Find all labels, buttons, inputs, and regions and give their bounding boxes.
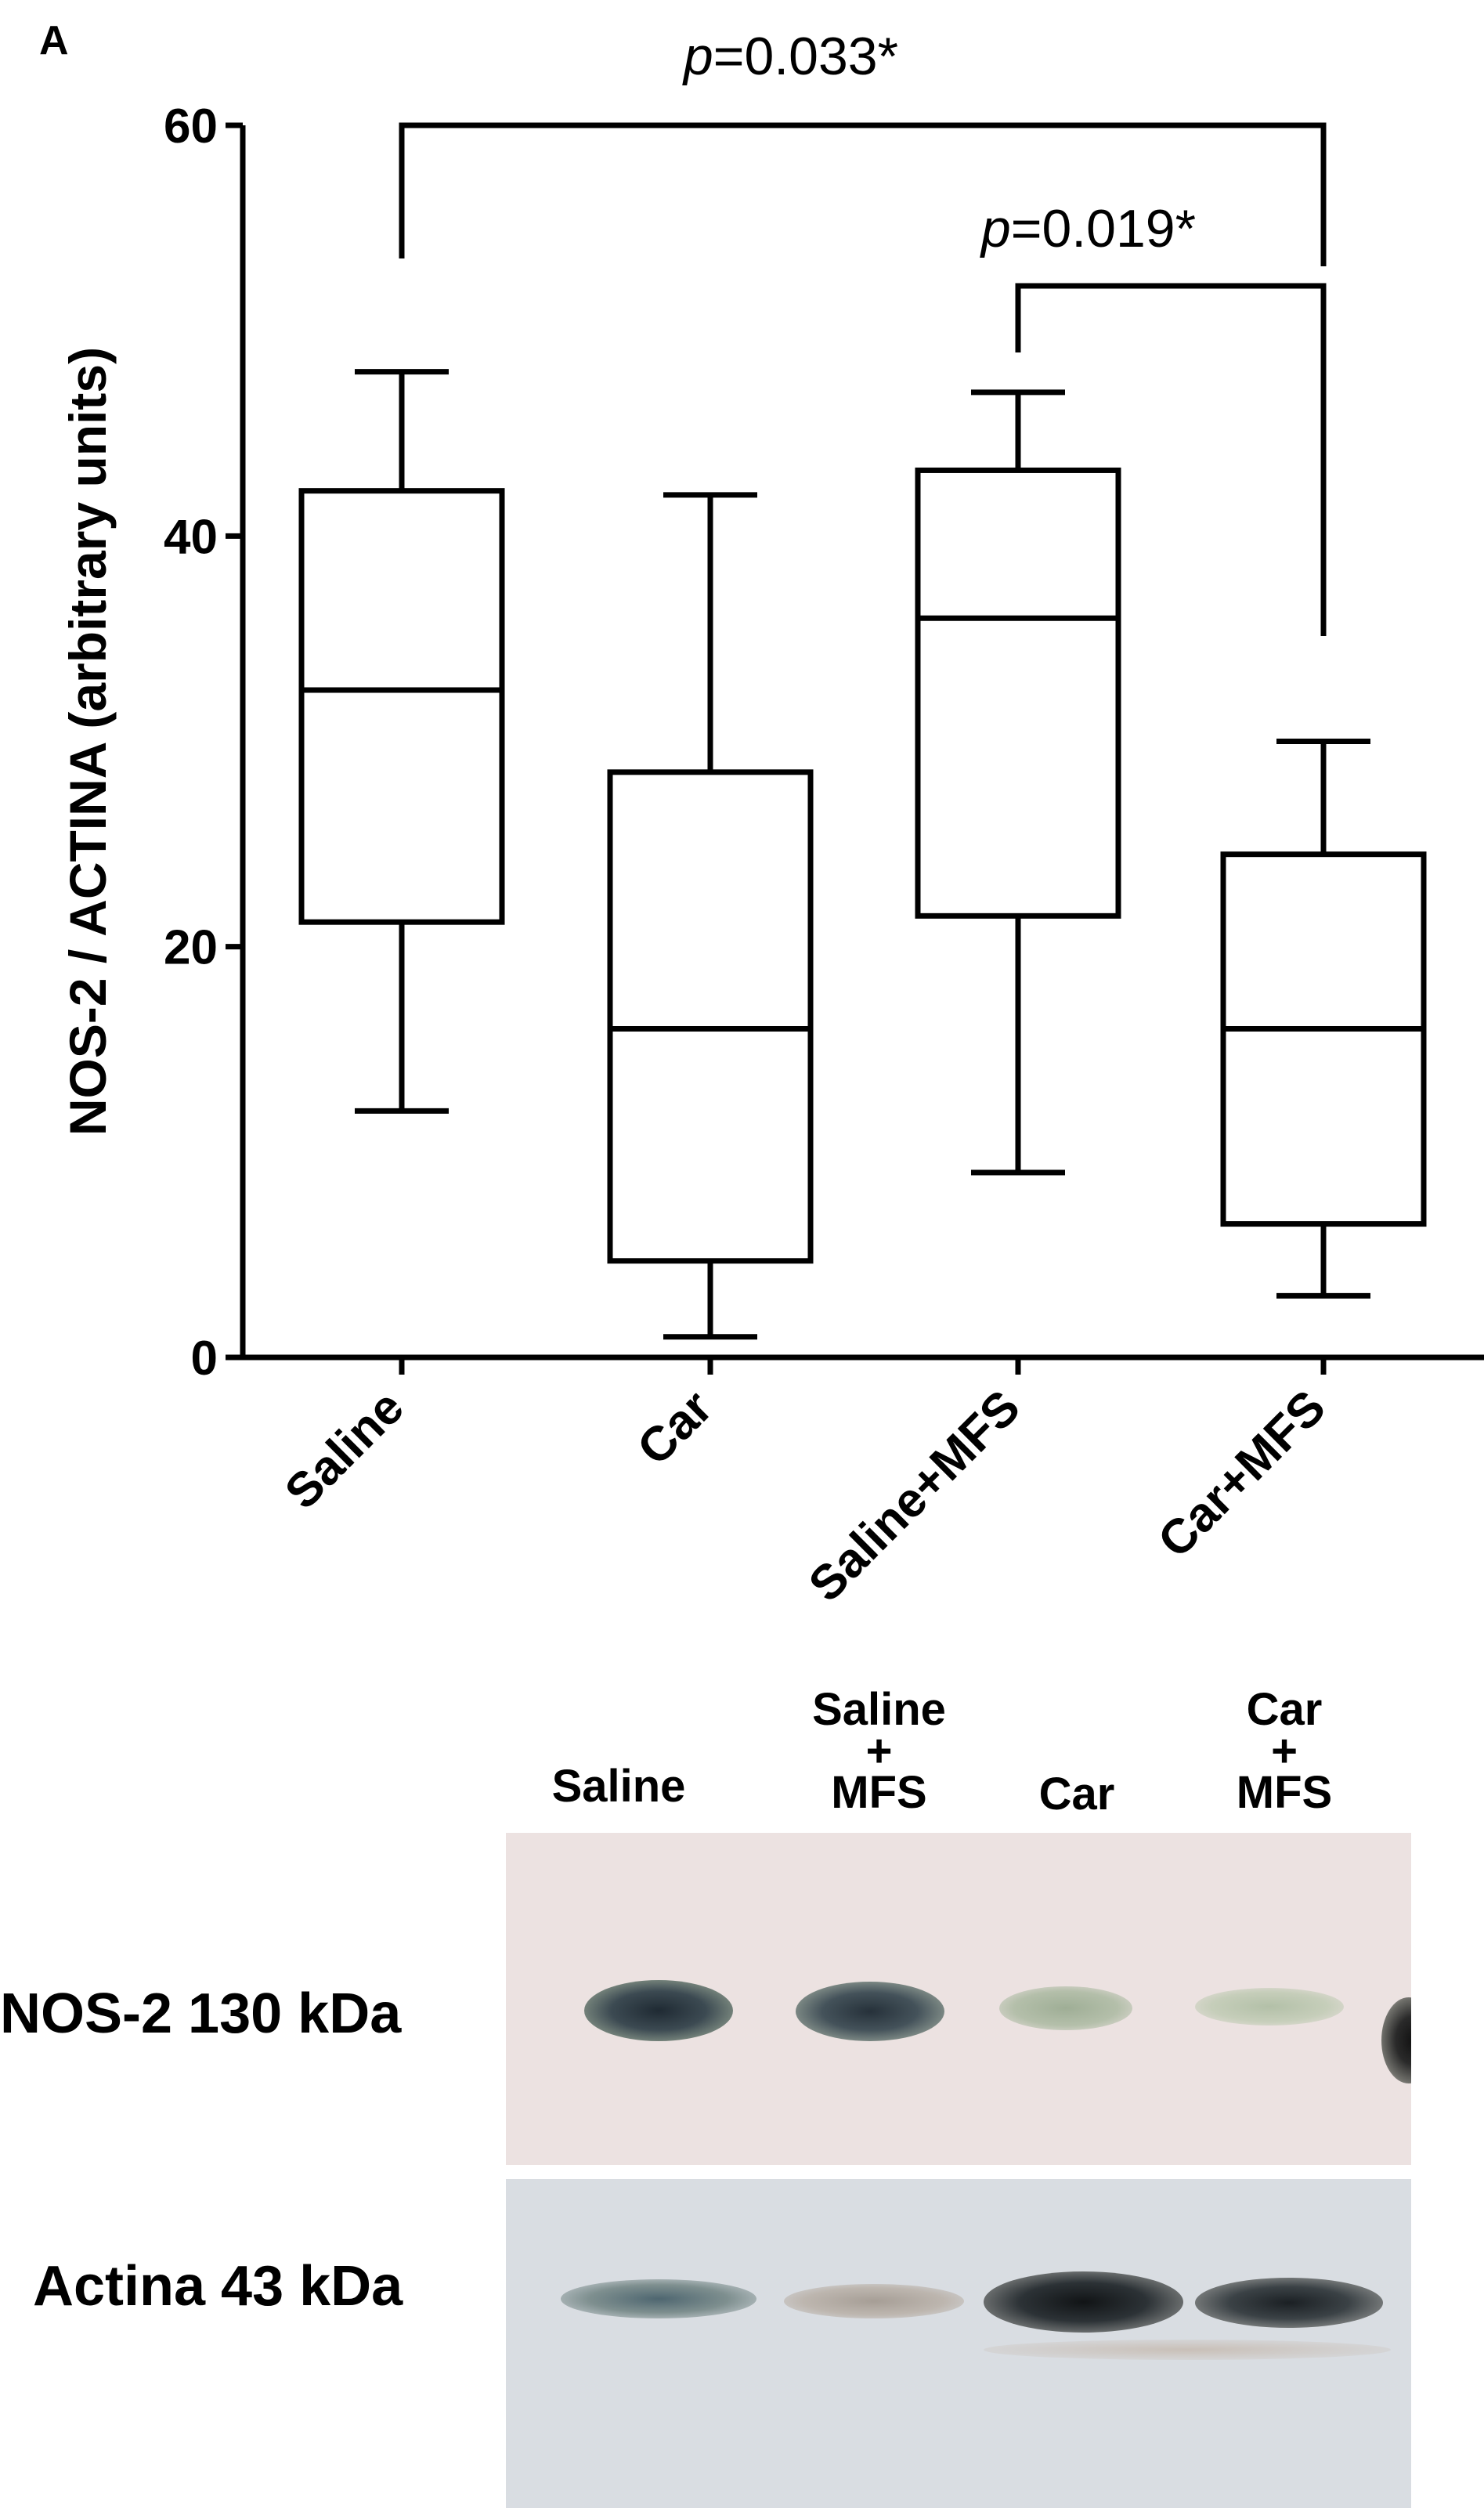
actin-blot-image <box>506 2179 1411 2508</box>
p-value: =0.033* <box>713 27 898 86</box>
lane-line: + <box>865 1726 893 1776</box>
nos2-band-car-mfs <box>1195 1988 1344 2026</box>
significance-bracket <box>399 122 1327 266</box>
actin-band-saline <box>561 2279 756 2318</box>
blot-lane-header-car-mfs: Car + MFS <box>1190 1684 1378 1819</box>
actin-band-saline-mfs <box>784 2284 964 2318</box>
box-iqr <box>915 467 1121 919</box>
significance-label: p=0.033* <box>682 27 898 86</box>
nos2-band-car <box>999 1986 1132 2030</box>
lane-line: MFS <box>1236 1767 1333 1818</box>
box-iqr <box>607 769 814 1264</box>
lane-line: Car <box>1038 1769 1115 1820</box>
lane-line: + <box>1271 1726 1298 1776</box>
y-tick-label: 60 <box>164 99 218 154</box>
lane-line: Car <box>1246 1684 1323 1735</box>
lane-line: Saline <box>551 1761 686 1812</box>
nos2-band-saline-mfs <box>796 1982 944 2041</box>
blot-row-label-nos2: NOS-2 130 kDa <box>0 1982 402 2045</box>
blot-lane-header-car: Car <box>1010 1769 1143 1820</box>
x-category-label: Car <box>627 1380 723 1476</box>
actin-band-car <box>984 2271 1183 2333</box>
p-symbol: p <box>980 199 1011 258</box>
lane-line: MFS <box>831 1767 927 1818</box>
y-tick-label: 20 <box>164 921 218 975</box>
y-axis-title: NOS-2 / ACTINA (arbitrary units) <box>59 347 117 1136</box>
x-category-label: Car+MFS <box>1148 1380 1336 1568</box>
significance-label: p=0.019* <box>980 199 1196 258</box>
p-value: =0.019* <box>1011 199 1196 258</box>
actin-faint-band <box>984 2340 1391 2360</box>
blot-lane-header-saline-mfs: Saline + MFS <box>783 1684 975 1819</box>
blot-row-label-actina: Actina 43 kDa <box>33 2255 403 2318</box>
x-category-label: Saline+MFS <box>799 1380 1031 1612</box>
box-iqr <box>1220 851 1427 1227</box>
y-tick-label: 40 <box>164 510 218 564</box>
panel-letter: A <box>39 18 69 63</box>
nos2-band-saline <box>584 1980 733 2041</box>
box-plot-chart: 0 20 40 60 NOS-2 / ACTINA (arbitrary units) S… <box>59 27 1484 1612</box>
p-symbol: p <box>682 27 713 86</box>
nos2-band-edge <box>1381 1997 1411 2083</box>
significance-bracket <box>1015 283 1327 636</box>
lane-line: Saline <box>812 1684 946 1735</box>
box-iqr <box>298 488 505 925</box>
nos2-blot-image <box>506 1833 1411 2165</box>
blot-lane-header-saline: Saline <box>529 1761 709 1812</box>
y-tick-label: 0 <box>191 1332 218 1386</box>
x-category-label: Saline <box>275 1380 414 1520</box>
actin-band-car-mfs <box>1195 2278 1383 2328</box>
